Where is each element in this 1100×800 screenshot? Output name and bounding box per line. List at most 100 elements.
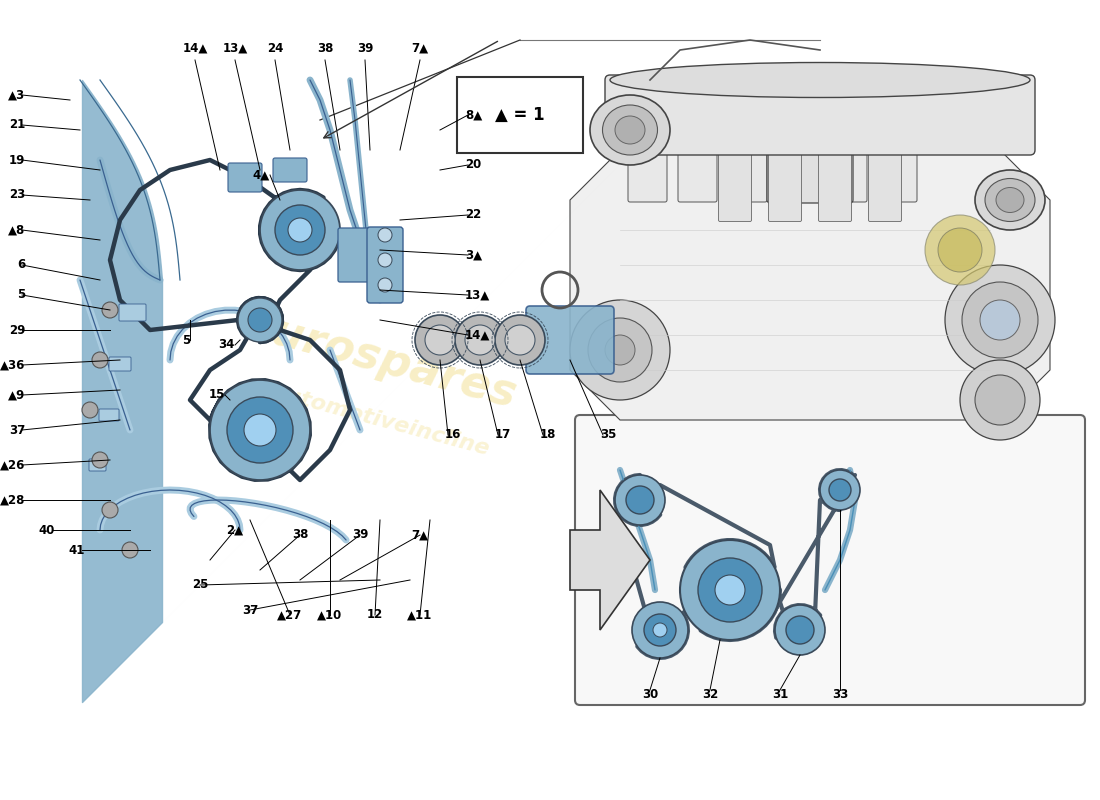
Text: 15: 15 (209, 389, 226, 402)
Text: 14▲: 14▲ (465, 329, 491, 342)
Text: automotiveincline: automotiveincline (268, 381, 492, 459)
FancyBboxPatch shape (99, 409, 119, 421)
Text: ▲10: ▲10 (318, 609, 342, 622)
Ellipse shape (780, 134, 815, 146)
Circle shape (644, 614, 676, 646)
Ellipse shape (880, 134, 915, 146)
Text: ▲8: ▲8 (8, 223, 25, 237)
FancyBboxPatch shape (89, 459, 106, 471)
Circle shape (653, 623, 667, 637)
FancyBboxPatch shape (575, 415, 1085, 705)
Circle shape (378, 278, 392, 292)
Ellipse shape (630, 134, 666, 146)
Text: 6: 6 (16, 258, 25, 271)
Circle shape (238, 298, 282, 342)
Text: 37: 37 (9, 423, 25, 437)
Text: 13▲: 13▲ (465, 289, 491, 302)
Circle shape (378, 228, 392, 242)
Text: 37: 37 (242, 603, 258, 617)
Text: 41: 41 (68, 543, 85, 557)
Text: 30: 30 (642, 689, 658, 702)
Circle shape (425, 325, 455, 355)
Text: 3▲: 3▲ (465, 249, 482, 262)
Text: 13▲: 13▲ (222, 42, 248, 55)
FancyBboxPatch shape (769, 138, 802, 222)
FancyBboxPatch shape (228, 163, 262, 192)
Text: 20: 20 (465, 158, 482, 171)
Text: ▲36: ▲36 (0, 358, 25, 371)
Text: ▲3: ▲3 (8, 89, 25, 102)
Text: 25: 25 (191, 578, 208, 591)
Text: 5: 5 (182, 334, 190, 346)
Ellipse shape (603, 105, 658, 155)
Circle shape (92, 452, 108, 468)
Ellipse shape (730, 134, 764, 146)
Text: 29: 29 (9, 323, 25, 337)
Circle shape (378, 253, 392, 267)
Circle shape (82, 402, 98, 418)
Text: 35: 35 (600, 429, 616, 442)
Ellipse shape (610, 62, 1030, 98)
Circle shape (505, 325, 535, 355)
Ellipse shape (830, 134, 865, 146)
FancyBboxPatch shape (818, 138, 851, 222)
Text: 21: 21 (9, 118, 25, 131)
Text: 38: 38 (317, 42, 333, 55)
Circle shape (248, 308, 272, 332)
Circle shape (925, 215, 996, 285)
Text: 7▲: 7▲ (411, 529, 429, 542)
Text: 14▲: 14▲ (183, 42, 208, 55)
Text: ▲11: ▲11 (407, 609, 432, 622)
FancyBboxPatch shape (119, 304, 146, 321)
FancyBboxPatch shape (109, 357, 131, 371)
Text: 8▲: 8▲ (465, 109, 482, 122)
Circle shape (632, 602, 688, 658)
Circle shape (786, 616, 814, 644)
Ellipse shape (996, 187, 1024, 213)
Circle shape (680, 540, 780, 640)
Text: 39: 39 (352, 529, 368, 542)
Text: 2▲: 2▲ (227, 523, 243, 537)
Text: 4▲: 4▲ (253, 169, 270, 182)
Text: 5: 5 (16, 289, 25, 302)
Circle shape (122, 542, 138, 558)
Circle shape (962, 282, 1038, 358)
FancyBboxPatch shape (605, 75, 1035, 155)
Circle shape (260, 190, 340, 270)
Circle shape (605, 335, 635, 365)
Circle shape (945, 265, 1055, 375)
FancyBboxPatch shape (869, 138, 902, 222)
Ellipse shape (680, 134, 715, 146)
Text: 34: 34 (219, 338, 235, 351)
Text: 16: 16 (446, 429, 461, 442)
FancyBboxPatch shape (678, 138, 717, 202)
Circle shape (615, 475, 666, 525)
Ellipse shape (770, 67, 850, 93)
Text: 40: 40 (39, 523, 55, 537)
Text: 32: 32 (702, 689, 718, 702)
Circle shape (570, 300, 670, 400)
FancyBboxPatch shape (718, 138, 751, 222)
Circle shape (975, 375, 1025, 425)
FancyBboxPatch shape (767, 77, 852, 203)
Circle shape (288, 218, 312, 242)
FancyBboxPatch shape (628, 138, 667, 202)
Ellipse shape (615, 116, 645, 144)
Circle shape (588, 318, 652, 382)
Circle shape (244, 414, 276, 446)
Circle shape (415, 315, 465, 365)
FancyBboxPatch shape (878, 138, 917, 202)
Circle shape (465, 325, 495, 355)
Circle shape (980, 300, 1020, 340)
Circle shape (938, 228, 982, 272)
FancyBboxPatch shape (526, 306, 614, 374)
FancyBboxPatch shape (338, 228, 372, 282)
Circle shape (210, 380, 310, 480)
FancyBboxPatch shape (456, 77, 583, 153)
Text: 39: 39 (356, 42, 373, 55)
Text: ▲9: ▲9 (8, 389, 25, 402)
Circle shape (829, 479, 851, 501)
Text: ▲27: ▲27 (277, 609, 302, 622)
Circle shape (698, 558, 762, 622)
Circle shape (626, 486, 654, 514)
